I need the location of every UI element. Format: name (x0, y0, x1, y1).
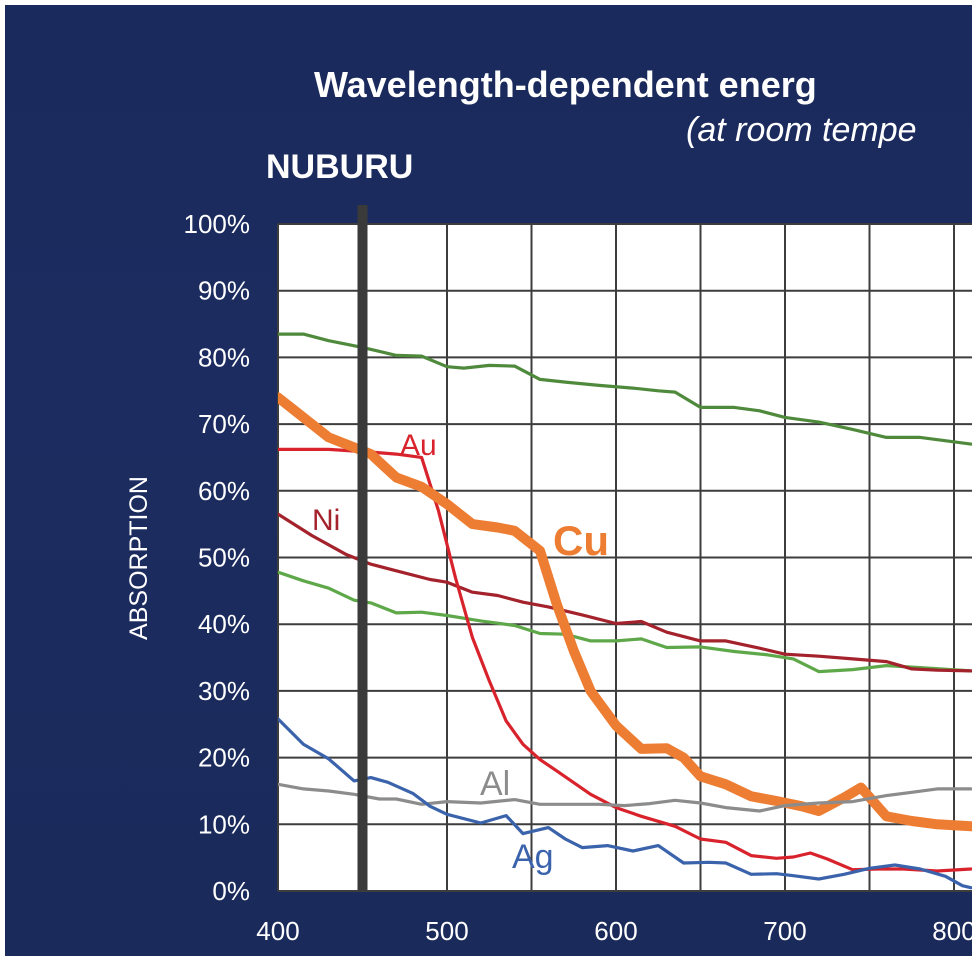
x-tick-label: 700 (763, 916, 806, 946)
series-line-ag (278, 717, 972, 890)
series-label-cu: Cu (553, 517, 609, 564)
series-label-ag: Ag (512, 838, 554, 876)
series-label-ni: Ni (312, 504, 340, 537)
series-group (278, 332, 972, 890)
chart-title: Wavelength-dependent energ (314, 64, 817, 105)
series-label-al: Al (480, 765, 510, 803)
series-label-au: Au (400, 429, 437, 462)
x-tick-label: 600 (594, 916, 637, 946)
y-tick-label: 40% (198, 609, 250, 639)
y-tick-label: 70% (198, 409, 250, 439)
y-tick-label: 100% (184, 209, 251, 239)
y-tick-label: 60% (198, 476, 250, 506)
x-tick-label: 400 (256, 916, 299, 946)
nuburu-marker-line (357, 205, 368, 891)
y-tick-label: 20% (198, 743, 250, 773)
y-tick-label: 30% (198, 676, 250, 706)
series-line-cu (278, 392, 972, 832)
x-tick-label: 500 (425, 916, 468, 946)
chart-subtitle: (at room tempe (686, 111, 917, 149)
y-tick-label: 10% (198, 809, 250, 839)
y-axis-label: ABSORPTION (125, 476, 153, 640)
plot-area: 0% 10% 20% 30% 40% 50% 60% 70% 80% 90% 100% 400 500 6… (184, 205, 972, 946)
series-line-al (278, 782, 972, 813)
y-tick-label: 0% (212, 876, 250, 906)
series-line-unlabeled-0 (278, 332, 972, 446)
series-line-unlabeled-1 (278, 570, 972, 674)
y-tick-label: 90% (198, 276, 250, 306)
y-tick-label: 80% (198, 342, 250, 372)
nuburu-marker-label: NUBURU (266, 148, 413, 186)
y-tick-label: 50% (198, 543, 250, 573)
x-tick-label: 800 (932, 916, 972, 946)
series-line-ni (278, 512, 972, 673)
